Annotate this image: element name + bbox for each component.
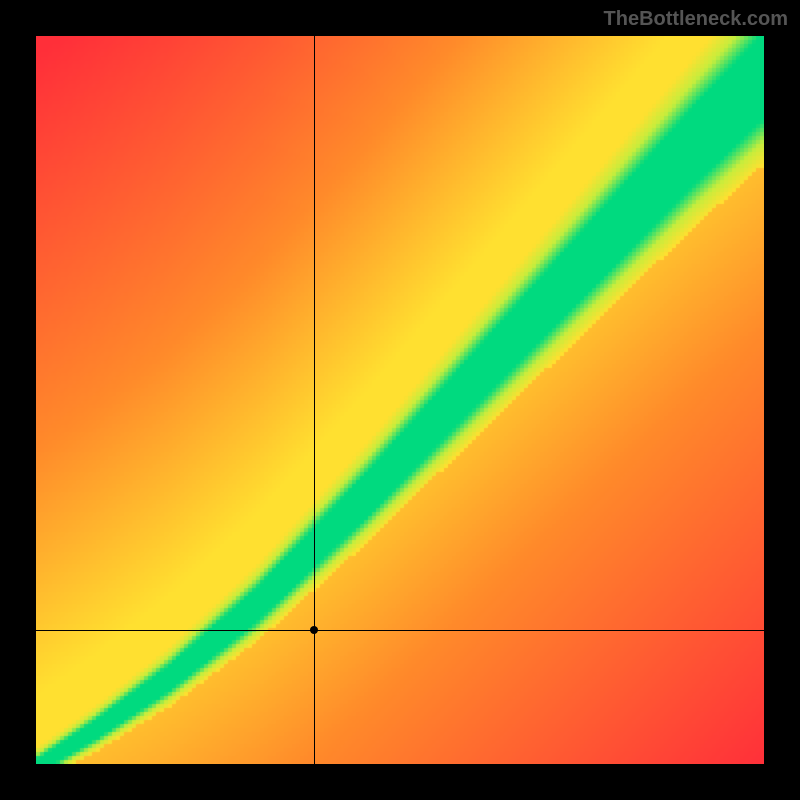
heatmap-canvas bbox=[36, 36, 764, 764]
watermark-text: TheBottleneck.com bbox=[604, 8, 788, 31]
marker-dot bbox=[310, 626, 318, 634]
crosshair-vertical bbox=[314, 36, 315, 764]
plot-frame bbox=[36, 36, 764, 764]
crosshair-horizontal bbox=[36, 630, 764, 631]
